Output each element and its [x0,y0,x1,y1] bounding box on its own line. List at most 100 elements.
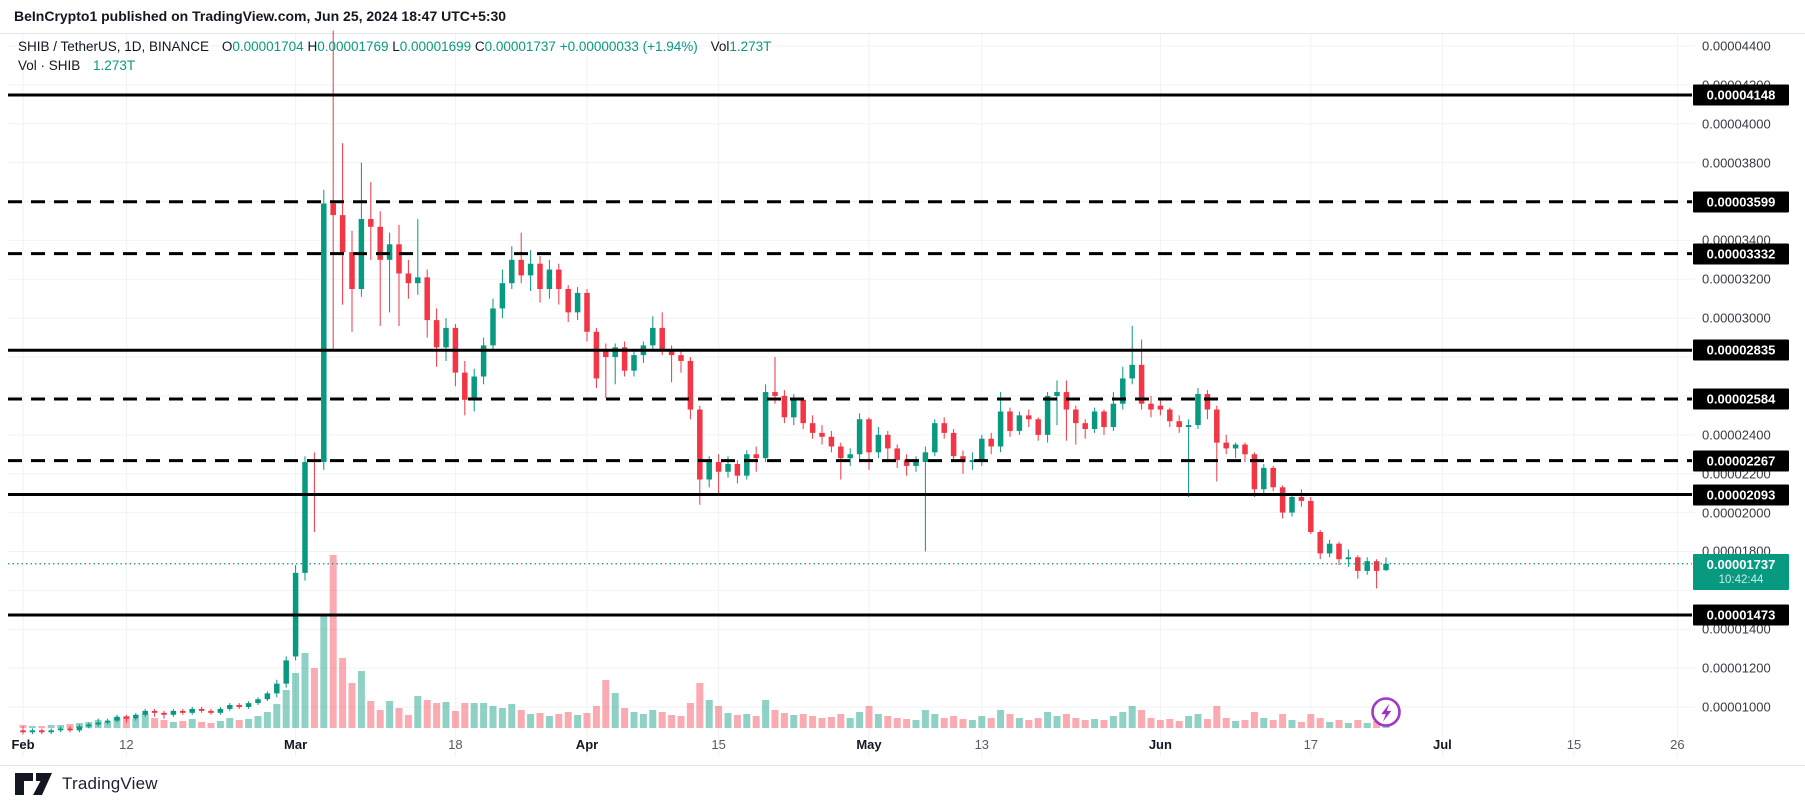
legend-symbol-row[interactable]: SHIB / TetherUS, 1D, BINANCE O0.00001704… [18,39,771,54]
volume-bar [451,711,459,728]
vol-label: Vol [710,39,730,54]
price-tick-label: 0.00004400 [1702,38,1771,54]
current-price-value: 0.00001737 [1706,556,1776,572]
volume-bar [263,712,271,728]
level-lines-layer [8,93,1692,617]
candle-body [86,724,92,727]
candle-body [678,355,684,361]
candle-body [734,463,741,476]
volume-bar [856,712,864,728]
volume-bar [1260,718,1268,728]
volume-bar [386,701,394,728]
candle-body [1035,419,1041,435]
lightning-marker-icon[interactable] [1369,695,1403,729]
level-price-badge[interactable]: 0.00002093 [1693,484,1789,505]
candle-body [1157,405,1164,410]
volume-bar [235,720,243,728]
level-price-badge[interactable]: 0.00002267 [1693,450,1789,472]
candle-body [866,419,872,453]
candle-body [1364,561,1370,571]
volume-bar [160,720,168,728]
volume-bar [630,712,638,728]
candle-body [650,327,656,346]
volume-bar [1354,720,1362,728]
volume-bar [527,714,535,728]
candle-body [424,277,430,321]
tradingview-logo[interactable]: TradingView [14,772,158,796]
volume-bar [846,718,854,728]
volume-bar [310,668,318,728]
tradingview-logo-icon [15,773,52,795]
volume-bar [1363,723,1371,728]
volume-bar [28,726,36,728]
volume-bar [715,706,723,728]
volume-bar [329,555,337,728]
candle-body [95,722,101,725]
volume-bar [433,703,441,728]
volume-bar [1006,714,1014,728]
candle-body [979,438,985,461]
candle-body [715,462,722,472]
price-tick-label: 0.00003200 [1702,271,1771,287]
candle-body [546,269,553,290]
volume-bar [301,653,309,728]
current-price-badge[interactable]: 0.00001737 10:42:44 [1693,553,1789,590]
volume-bar [1166,719,1174,728]
volume-bar [592,706,600,728]
candle-body [1308,500,1314,533]
gridlines-layer [8,34,1695,757]
candle-body [1279,487,1286,513]
candle-body [198,708,205,711]
date-tick-label: 26 [1670,737,1685,752]
volume-bar [912,720,920,728]
level-price-badge[interactable]: 0.00004148 [1693,84,1789,106]
volume-bar [1241,720,1249,728]
volume-bar [1194,714,1202,728]
volume-bar [978,716,986,728]
volume-bar [574,715,582,728]
volume-bar [1373,721,1381,728]
volume-bar [66,724,74,728]
candle-body [20,730,26,733]
volume-bar [1344,723,1352,728]
volume-bar [809,716,817,728]
level-price-badge[interactable]: 0.00002584 [1693,388,1789,410]
volume-bar [38,726,46,728]
volume-bar [1203,719,1211,728]
level-price-badge[interactable]: 0.00001473 [1693,604,1789,626]
candle-body [1110,403,1117,428]
candle-body [349,252,355,290]
level-price-badge[interactable]: 0.00003599 [1693,191,1789,213]
volume-bar [1213,706,1221,728]
candle-body [1026,415,1032,420]
volume-bar [104,722,112,728]
volume-bar [254,716,262,728]
volume-bar [1326,722,1334,728]
candle-body [574,292,581,313]
header-separator [0,33,1805,34]
volume-bar [724,713,732,728]
volume-bar [1128,706,1136,728]
volume-bar [545,716,553,728]
volume-bar [950,716,958,728]
legend-volume-row[interactable]: Vol · SHIB 1.273T [18,58,771,73]
candle-body [227,705,233,709]
candle-body [255,699,261,704]
volume-bar [959,719,967,728]
candle-body [1373,561,1380,571]
volume-bar [827,717,835,728]
volume-bar [169,722,177,728]
candle-body [161,712,167,715]
volume-bar [1156,720,1164,728]
ohlc-o: O0.00001704 [221,39,308,54]
candle-body [762,392,769,459]
candle-body [697,409,703,480]
candle-body [39,730,45,733]
volume-bar [320,616,328,728]
level-price-badge[interactable]: 0.00002835 [1693,339,1789,361]
level-price-badge[interactable]: 0.00003332 [1693,243,1789,265]
candle-body [142,710,148,715]
date-tick-label: 17 [1303,737,1319,752]
candle-body [283,660,289,684]
